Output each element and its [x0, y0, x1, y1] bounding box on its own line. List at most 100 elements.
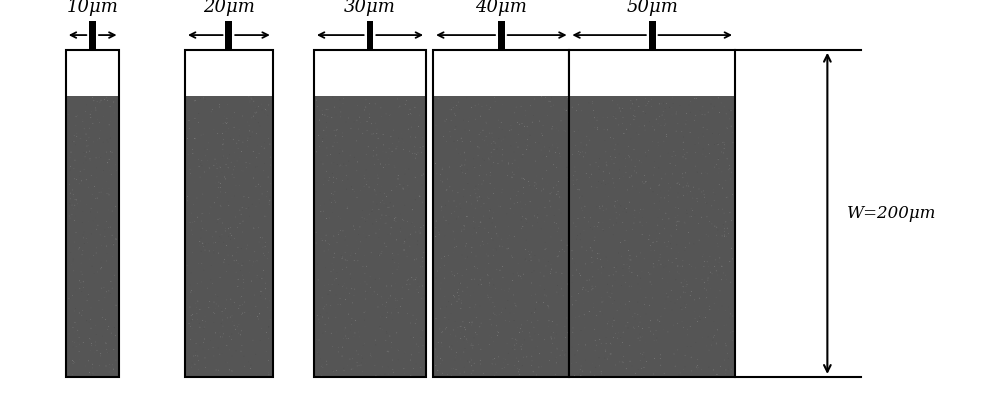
Point: [517, 202, 533, 208]
Point: [706, 318, 722, 325]
Point: [356, 341, 372, 347]
Point: [391, 346, 407, 353]
Point: [556, 127, 572, 133]
Point: [66, 194, 81, 200]
Point: [511, 227, 527, 233]
Point: [702, 150, 718, 157]
Point: [461, 332, 477, 338]
Point: [102, 148, 118, 155]
Point: [633, 350, 648, 357]
Point: [411, 192, 427, 199]
Point: [515, 223, 531, 230]
Point: [220, 126, 236, 132]
Point: [612, 151, 628, 157]
Point: [539, 168, 555, 174]
Point: [197, 242, 213, 248]
Point: [61, 93, 76, 100]
Point: [248, 110, 264, 117]
Point: [574, 149, 590, 155]
Point: [499, 297, 515, 304]
Point: [232, 370, 248, 376]
Point: [319, 119, 335, 126]
Point: [414, 135, 430, 141]
Point: [574, 205, 590, 211]
Point: [541, 148, 557, 154]
Point: [203, 276, 218, 283]
Point: [600, 327, 616, 333]
Point: [708, 341, 724, 347]
Point: [539, 293, 555, 299]
Point: [607, 147, 623, 153]
Point: [454, 168, 470, 174]
Point: [453, 329, 469, 336]
Point: [235, 217, 251, 223]
Point: [260, 112, 276, 118]
Point: [206, 309, 221, 316]
Point: [717, 228, 733, 235]
Point: [706, 301, 722, 307]
Point: [704, 221, 720, 227]
Point: [226, 174, 242, 181]
Point: [629, 186, 644, 192]
Point: [709, 371, 725, 378]
Point: [714, 160, 730, 166]
Point: [439, 304, 455, 310]
Point: [184, 227, 200, 233]
Point: [650, 165, 666, 171]
Point: [612, 175, 628, 182]
Point: [725, 256, 741, 262]
Point: [458, 243, 474, 249]
Point: [219, 293, 235, 299]
Point: [581, 217, 597, 224]
Point: [671, 372, 687, 378]
Point: [393, 272, 409, 279]
Point: [507, 165, 523, 171]
Point: [534, 132, 550, 139]
Point: [390, 260, 406, 267]
Point: [516, 176, 532, 183]
Point: [184, 364, 200, 370]
Point: [606, 160, 622, 166]
Point: [181, 320, 197, 326]
Point: [504, 174, 520, 181]
Point: [608, 142, 624, 148]
Point: [624, 186, 639, 192]
Point: [201, 304, 216, 310]
Point: [518, 216, 534, 222]
Point: [219, 315, 235, 321]
Point: [337, 327, 353, 333]
Point: [631, 335, 646, 341]
Point: [658, 210, 674, 216]
Point: [694, 253, 710, 260]
Point: [636, 350, 651, 356]
Point: [497, 318, 513, 324]
Point: [260, 174, 276, 180]
Point: [341, 115, 356, 121]
Point: [700, 277, 716, 283]
Point: [523, 293, 539, 299]
Point: [568, 178, 584, 185]
Point: [327, 188, 343, 195]
Point: [338, 234, 354, 240]
Point: [642, 242, 658, 249]
Point: [183, 289, 199, 295]
Point: [551, 253, 567, 259]
Point: [238, 246, 254, 252]
Point: [699, 206, 715, 213]
Point: [68, 306, 83, 312]
Point: [441, 198, 457, 204]
Point: [398, 250, 414, 257]
Point: [251, 196, 267, 203]
Point: [368, 218, 384, 225]
Point: [400, 126, 416, 132]
Point: [566, 220, 582, 226]
Point: [223, 159, 239, 165]
Point: [604, 156, 620, 162]
Point: [517, 215, 533, 222]
Point: [716, 232, 732, 238]
Point: [526, 183, 542, 189]
Point: [465, 367, 481, 374]
Point: [605, 283, 621, 289]
Point: [198, 152, 213, 159]
Point: [615, 339, 631, 346]
